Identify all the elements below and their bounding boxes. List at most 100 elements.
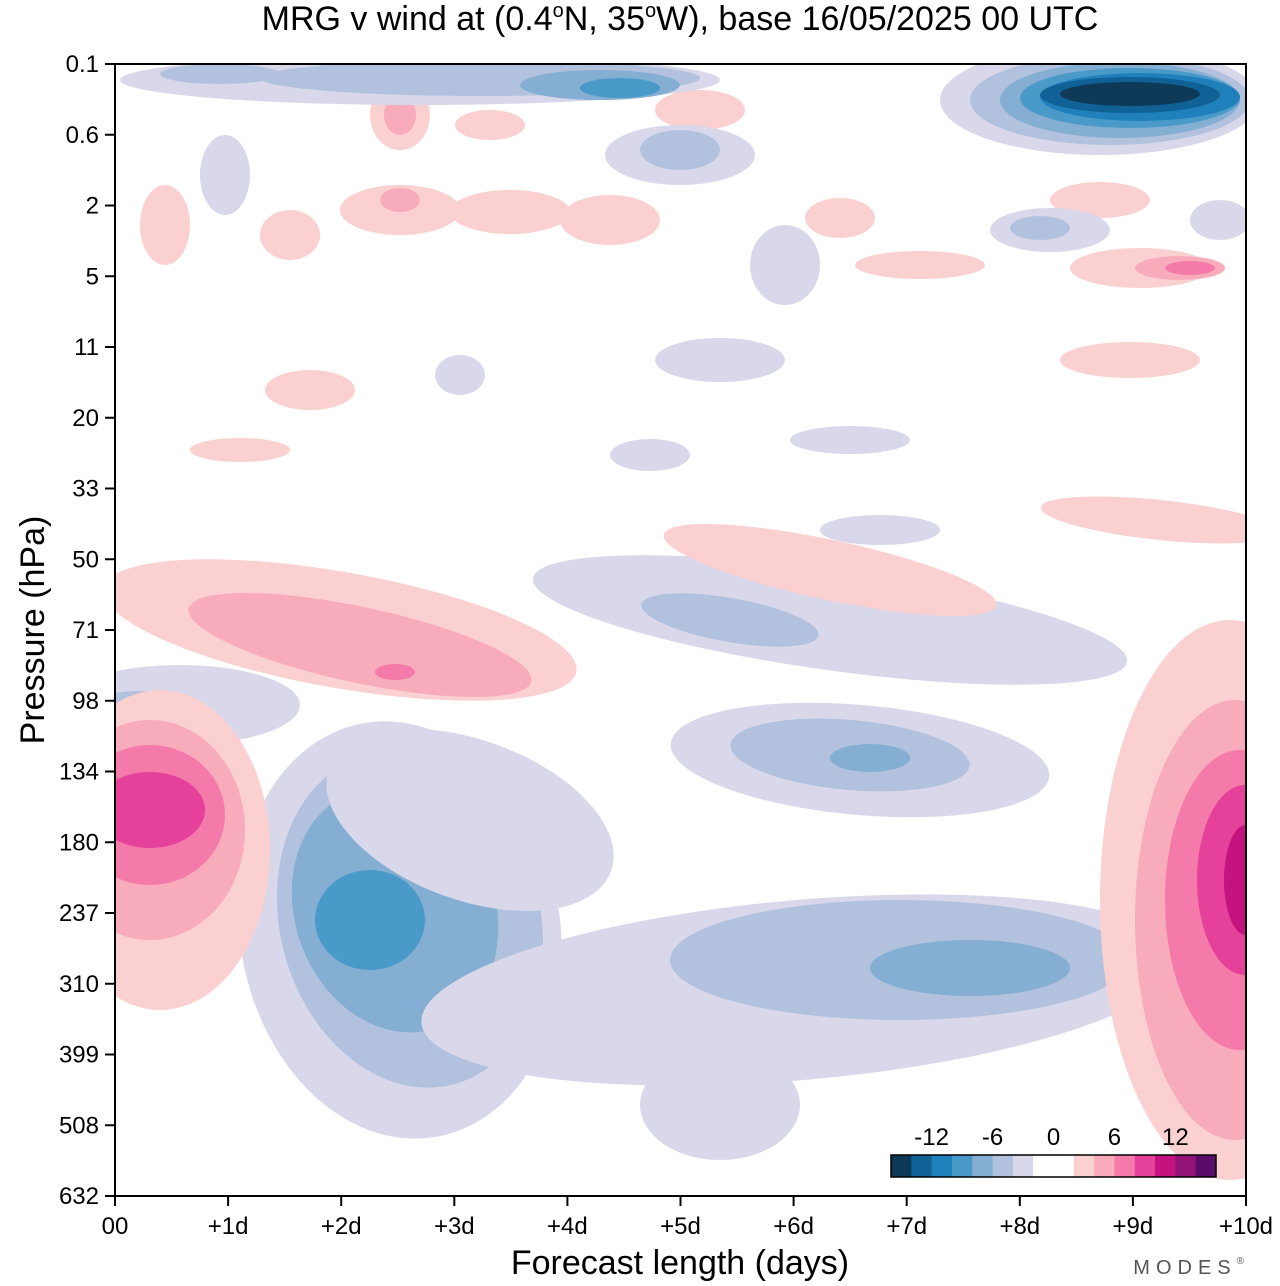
y-tick-label: 71 — [72, 617, 99, 644]
y-tick-label: 399 — [59, 1042, 99, 1069]
contour-region — [610, 439, 690, 471]
colorbar-swatch — [931, 1155, 953, 1177]
y-tick-label: 508 — [59, 1112, 99, 1139]
x-tick-label: +4d — [547, 1213, 588, 1240]
x-tick-label: +5d — [660, 1213, 701, 1240]
contour-region — [455, 110, 525, 140]
x-tick-label: +2d — [321, 1213, 362, 1240]
contour-region — [1060, 342, 1200, 378]
colorbar-tick-label: 12 — [1162, 1124, 1189, 1151]
contour-region — [805, 198, 875, 238]
contour-region — [820, 515, 940, 545]
x-axis: 00 +1d +2d +3d +4d +5d +6d +7d +8d +9d +10d — [102, 1196, 1273, 1240]
modes-logo: MODES® — [1133, 1256, 1250, 1279]
colorbar-tick-label: -12 — [914, 1124, 949, 1151]
contour-region — [580, 78, 660, 98]
colorbar-swatch — [1114, 1155, 1136, 1177]
x-tick-label: 00 — [102, 1213, 129, 1240]
colorbar: -12 -6 0 6 12 — [890, 1124, 1217, 1178]
y-tick-label: 2 — [86, 193, 99, 220]
contour-region — [435, 355, 485, 395]
modes-logo-text: MODES — [1133, 1257, 1236, 1279]
contour-region — [1224, 825, 1246, 935]
contour-region — [375, 664, 415, 680]
contour-region — [1190, 200, 1246, 240]
title-degree-2: o — [645, 0, 656, 22]
y-tick-label: 33 — [72, 476, 99, 503]
x-tick-label: +7d — [886, 1213, 927, 1240]
colorbar-tick-label: 0 — [1047, 1124, 1060, 1151]
colorbar-swatch — [1073, 1155, 1095, 1177]
colorbar-swatch — [1094, 1155, 1115, 1177]
colorbar-swatch — [1155, 1155, 1176, 1177]
modes-logo-mark: ® — [1237, 1256, 1250, 1267]
y-tick-label: 20 — [72, 405, 99, 432]
colorbar-swatch — [1175, 1155, 1197, 1177]
colorbar-swatch — [1134, 1155, 1156, 1177]
contour-region — [641, 593, 819, 647]
colorbar-swatch — [1195, 1155, 1217, 1177]
contour-region — [1040, 496, 1246, 544]
contour-region — [663, 524, 997, 616]
contour-region — [384, 95, 416, 135]
y-tick-label: 50 — [72, 546, 99, 573]
contour-region — [1165, 261, 1215, 275]
colorbar-tick-label: -6 — [982, 1124, 1003, 1151]
contour-region — [855, 251, 985, 279]
chart-title: MRG v wind at (0.4oN, 35oW), base 16/05/… — [262, 0, 1099, 38]
y-tick-label: 134 — [59, 759, 99, 786]
y-tick-label: 237 — [59, 900, 99, 927]
contour-region — [830, 744, 910, 772]
x-tick-label: +9d — [1113, 1213, 1154, 1240]
x-axis-title: Forecast length (days) — [511, 1244, 849, 1282]
y-tick-label: 0.6 — [66, 122, 99, 149]
colorbar-swatch — [1053, 1155, 1075, 1177]
contour-field — [115, 64, 1246, 1180]
y-tick-label: 632 — [59, 1183, 99, 1210]
y-tick-label: 310 — [59, 971, 99, 998]
title-part-1: MRG v wind at (0.4 — [262, 0, 553, 38]
y-axis-title: Pressure (hPa) — [14, 516, 52, 745]
colorbar-tick-label: 6 — [1108, 1124, 1121, 1151]
contour-region — [1060, 82, 1200, 106]
contour-region — [140, 185, 190, 265]
contour-region — [115, 772, 205, 848]
colorbar-swatch — [951, 1155, 973, 1177]
colorbar-swatch — [1033, 1155, 1054, 1177]
colorbar-swatch — [1012, 1155, 1034, 1177]
y-axis: 0.1 0.6 2 5 11 20 33 50 71 98 134 180 237 310 399 508 63… — [59, 51, 115, 1210]
title-part-2: N, 35 — [564, 0, 645, 38]
contour-region — [450, 190, 570, 234]
contour-region — [560, 195, 660, 245]
x-tick-label: +1d — [208, 1213, 249, 1240]
y-tick-label: 0.1 — [66, 51, 99, 78]
title-part-3: W), base 16/05/2025 00 UTC — [656, 0, 1098, 38]
y-tick-label: 180 — [59, 829, 99, 856]
contour-region — [1050, 182, 1150, 218]
contour-region — [532, 555, 1128, 685]
colorbar-swatch — [911, 1155, 933, 1177]
contour-region — [188, 592, 532, 698]
contour-region — [326, 728, 614, 912]
y-tick-label: 5 — [86, 263, 99, 290]
x-tick-label: +10d — [1219, 1213, 1273, 1240]
contour-region — [190, 438, 290, 462]
x-tick-label: +8d — [999, 1213, 1040, 1240]
title-degree-1: o — [553, 0, 564, 22]
contour-region — [315, 870, 425, 970]
contour-region — [380, 188, 420, 212]
contour-region — [1197, 785, 1246, 975]
x-tick-label: +3d — [434, 1213, 475, 1240]
contour-region — [790, 426, 910, 454]
contour-region — [640, 1050, 800, 1160]
contour-region — [265, 370, 355, 410]
y-tick-label: 98 — [72, 688, 99, 715]
contour-region — [655, 90, 745, 130]
colorbar-frame — [890, 1154, 1217, 1178]
contour-region — [1010, 216, 1070, 240]
contour-region — [160, 64, 280, 84]
colorbar-swatch — [992, 1155, 1014, 1177]
contour-region — [260, 210, 320, 260]
contour-region — [640, 130, 720, 170]
